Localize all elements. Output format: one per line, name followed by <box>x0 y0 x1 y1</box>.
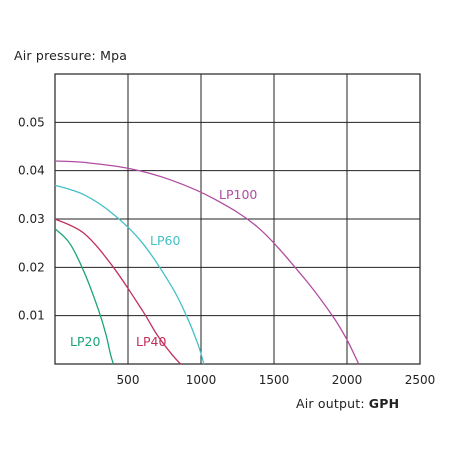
y-axis-title: Air pressure: Mpa <box>14 48 128 63</box>
x-axis-title-text: Air output: <box>296 396 365 411</box>
x-tick-label: 1500 <box>259 373 290 387</box>
y-tick-label: 0.05 <box>18 115 45 129</box>
series-lines <box>54 160 360 365</box>
series-line-lp40 <box>54 218 182 365</box>
grid <box>55 74 421 364</box>
x-tick-label: 2500 <box>405 373 436 387</box>
x-axis-title: Air output: GPH <box>296 396 399 411</box>
x-tick-label: 1000 <box>186 373 217 387</box>
y-tick-label: 0.04 <box>18 164 45 178</box>
series-label-lp100: LP100 <box>219 187 257 202</box>
series-line-lp20 <box>54 228 115 365</box>
x-axis-ticks: 500 1000 1500 2000 2500 <box>117 373 436 387</box>
x-tick-label: 2000 <box>332 373 363 387</box>
series-label-lp60: LP60 <box>150 233 180 248</box>
y-axis-ticks: 0.01 0.02 0.03 0.04 0.05 <box>18 115 45 322</box>
y-tick-label: 0.02 <box>18 260 45 274</box>
x-axis-unit: GPH <box>368 396 400 411</box>
series-label-lp20: LP20 <box>70 334 100 349</box>
x-tick-label: 500 <box>117 373 140 387</box>
y-tick-label: 0.01 <box>18 309 45 323</box>
series-line-lp60 <box>54 184 205 365</box>
series-label-lp40: LP40 <box>136 334 166 349</box>
y-tick-label: 0.03 <box>18 212 45 226</box>
series-line-lp100 <box>54 160 360 365</box>
